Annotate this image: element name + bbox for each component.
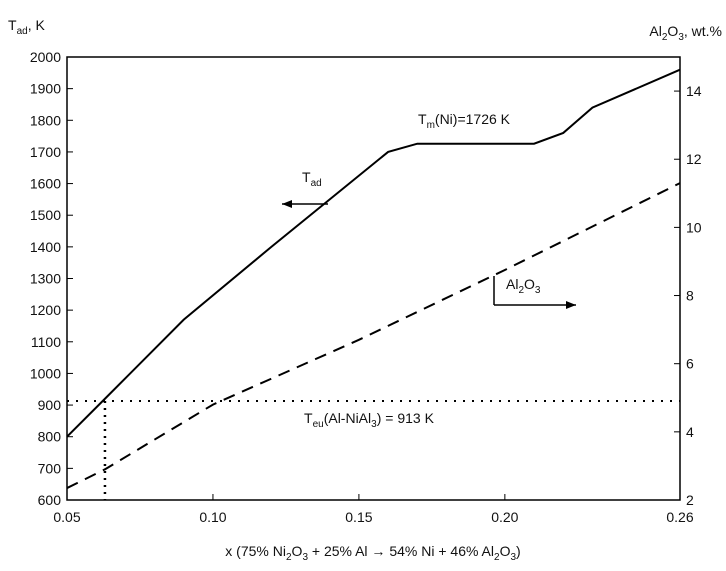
y-tick-label: 1500 — [30, 207, 61, 223]
x-axis-label-sub: 2 — [494, 552, 500, 563]
y-tick-label: 800 — [38, 429, 62, 445]
y-tick-label: 700 — [38, 460, 62, 476]
x-axis-label-sub: 3 — [302, 552, 308, 563]
annotation-sub: m — [427, 120, 435, 131]
x-tick-label: 0.20 — [491, 509, 518, 525]
annotation-part: T — [418, 111, 427, 127]
y2-tick-label: 2 — [686, 492, 694, 508]
y2-tick-label: 10 — [686, 219, 702, 235]
y-tick-label: 1000 — [30, 365, 61, 381]
y-axis-label-part: T — [8, 17, 17, 33]
x-axis-label-sub: 2 — [286, 552, 292, 563]
legend-label: Tad — [302, 169, 322, 189]
y-tick-label: 1400 — [30, 239, 61, 255]
x-tick-label: 0.05 — [53, 509, 80, 525]
annotation-part: (Ni)=1726 K — [435, 111, 511, 127]
y2-axis-label-part: Al — [649, 23, 661, 39]
x-axis-label-part: O — [292, 543, 303, 559]
annotation-sub: 3 — [371, 419, 377, 430]
annotation: Tm(Ni)=1726 K — [418, 111, 511, 131]
x-axis-label-part: + 25% Al → 54% Ni + 46% Al — [308, 543, 494, 559]
y2-axis-label-sub: 2 — [662, 32, 668, 43]
y2-axis-label-part: O — [667, 23, 678, 39]
series-line — [66, 68, 681, 438]
annotation-part: T — [304, 410, 313, 426]
legend-label-part: T — [302, 169, 311, 185]
x-axis-label: x (75% Ni2O3 + 25% Al → 54% Ni + 46% Al2… — [225, 543, 520, 563]
y-tick-label: 600 — [38, 492, 62, 508]
x-tick-label: 0.15 — [345, 509, 372, 525]
y2-tick-label: 12 — [686, 151, 702, 167]
legend-label-sub: ad — [311, 178, 322, 189]
y2-tick-label: 4 — [686, 424, 694, 440]
y-axis-label-part: , K — [28, 17, 46, 33]
x-axis-label-part: O — [500, 543, 511, 559]
x-axis-label-part: x (75% Ni — [225, 543, 286, 559]
x-tick-label: 0.10 — [199, 509, 226, 525]
legend-label-part: O — [524, 276, 535, 292]
al2o3-arrowhead — [566, 301, 576, 309]
x-tick-label: 0.26 — [666, 509, 693, 525]
series-line — [66, 182, 681, 489]
legend-label-sub: 2 — [518, 285, 524, 296]
legend-label: Al2O3 — [506, 276, 541, 296]
x-axis-label-part: ) — [516, 543, 521, 559]
y-tick-label: 1300 — [30, 271, 61, 287]
annotation-part: ) = 913 K — [377, 410, 435, 426]
y-tick-label: 2000 — [30, 49, 61, 65]
y-axis-label-sub: ad — [17, 26, 28, 37]
plot-frame — [66, 56, 681, 501]
y-tick-label: 1700 — [30, 144, 61, 160]
y2-axis-label: Al2O3, wt.% — [649, 23, 722, 43]
y2-tick-label: 14 — [686, 83, 702, 99]
y-axis-label: Tad, K — [8, 17, 45, 37]
y2-axis-label-part: , wt.% — [684, 23, 722, 39]
y-tick-label: 1600 — [30, 176, 61, 192]
y2-axis-label-sub: 3 — [678, 32, 684, 43]
x-axis-label-sub: 3 — [510, 552, 516, 563]
y-tick-label: 1200 — [30, 302, 61, 318]
y-tick-label: 1800 — [30, 112, 61, 128]
annotation-part: (Al-NiAl — [324, 410, 371, 426]
legend-label-sub: 3 — [535, 285, 541, 296]
annotation: Teu(Al-NiAl3) = 913 K — [304, 410, 435, 430]
y-tick-label: 1100 — [31, 334, 61, 350]
y2-tick-label: 6 — [686, 356, 694, 372]
annotation-sub: eu — [313, 419, 324, 430]
y2-tick-label: 8 — [686, 288, 694, 304]
y-tick-label: 900 — [38, 397, 62, 413]
y-tick-label: 1900 — [30, 81, 61, 97]
legend-label-part: Al — [506, 276, 518, 292]
tad-arrowhead — [282, 200, 292, 208]
